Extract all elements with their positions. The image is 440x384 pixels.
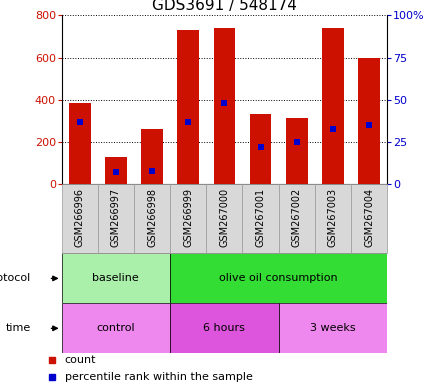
Text: baseline: baseline: [92, 273, 139, 283]
Bar: [351, 184, 387, 253]
Point: [221, 100, 228, 106]
Bar: [286, 118, 308, 184]
Text: control: control: [96, 323, 135, 333]
Bar: [322, 28, 344, 184]
Point: [112, 169, 119, 175]
Text: protocol: protocol: [0, 273, 31, 283]
Text: GSM266998: GSM266998: [147, 188, 157, 247]
Bar: [206, 184, 242, 253]
Text: GSM266996: GSM266996: [75, 188, 84, 247]
Bar: [141, 129, 163, 184]
Text: GSM267004: GSM267004: [364, 188, 374, 247]
Point: [293, 139, 300, 145]
Text: 6 hours: 6 hours: [203, 323, 246, 333]
Point: [257, 144, 264, 150]
Bar: [170, 253, 387, 303]
Bar: [213, 28, 235, 184]
Text: count: count: [65, 355, 96, 365]
Bar: [134, 184, 170, 253]
Bar: [170, 303, 279, 353]
Text: GSM266999: GSM266999: [183, 188, 193, 247]
Bar: [69, 103, 91, 184]
Bar: [62, 303, 170, 353]
Bar: [250, 114, 271, 184]
Point: [149, 168, 156, 174]
Bar: [177, 30, 199, 184]
Point: [330, 126, 337, 132]
Bar: [315, 184, 351, 253]
Text: 3 weeks: 3 weeks: [310, 323, 356, 333]
Text: GSM266997: GSM266997: [111, 188, 121, 247]
Text: percentile rank within the sample: percentile rank within the sample: [65, 372, 253, 382]
Text: GSM267002: GSM267002: [292, 188, 302, 247]
Bar: [62, 184, 98, 253]
Bar: [62, 253, 170, 303]
Point: [366, 122, 373, 128]
Text: time: time: [5, 323, 31, 333]
Bar: [279, 184, 315, 253]
Title: GDS3691 / 548174: GDS3691 / 548174: [152, 0, 297, 13]
Bar: [279, 303, 387, 353]
Bar: [170, 184, 206, 253]
Bar: [358, 58, 380, 184]
Text: GSM267003: GSM267003: [328, 188, 338, 247]
Bar: [242, 184, 279, 253]
Bar: [105, 157, 127, 184]
Point: [76, 119, 83, 125]
Text: olive oil consumption: olive oil consumption: [220, 273, 338, 283]
Bar: [98, 184, 134, 253]
Text: GSM267001: GSM267001: [256, 188, 266, 247]
Point: [185, 119, 192, 125]
Text: GSM267000: GSM267000: [220, 188, 229, 247]
